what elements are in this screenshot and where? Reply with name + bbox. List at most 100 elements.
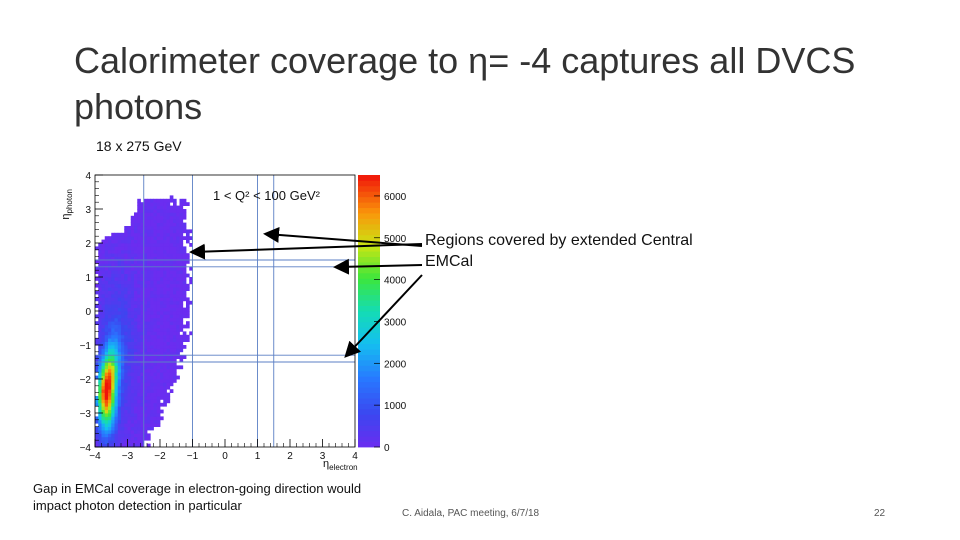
heatmap-cell [150,226,154,230]
heatmap-cell [137,294,141,298]
heatmap-cell [160,314,164,319]
heatmap-cell [150,399,154,404]
heatmap-cell [114,389,119,393]
heatmap-cell [137,338,141,342]
heatmap-cell [114,355,119,359]
heatmap-cell [179,219,184,223]
heatmap-cell [104,239,109,244]
heatmap-cell [101,362,106,366]
heatmap-cell [150,263,154,268]
heatmap-cell [169,215,174,220]
heatmap-cell [111,375,115,380]
heatmap-cell [173,304,177,308]
heatmap-cell [169,348,174,353]
heatmap-cell [147,328,151,332]
heatmap-cell [182,324,187,329]
heatmap-cell [137,287,141,291]
heatmap-cell [98,294,102,298]
heatmap-cell [147,436,151,441]
heatmap-cell [104,375,109,380]
colorbar-segment [358,278,380,285]
heatmap-cell [121,314,125,319]
heatmap-cell [150,266,154,271]
heatmap-cell [111,249,115,254]
heatmap-cell [114,385,119,390]
heatmap-cell [108,396,112,400]
heatmap-cell [121,236,125,240]
heatmap-cell [134,419,138,424]
heatmap-cell [111,290,115,295]
heatmap-cell [137,392,141,397]
heatmap-cell [101,433,106,438]
heatmap-cell [176,321,180,325]
heatmap-cell [140,416,145,421]
heatmap-cell [173,202,177,206]
heatmap-cell [130,440,135,444]
heatmap-cell [150,406,154,410]
heatmap-cell [108,365,112,370]
heatmap-cell [179,202,184,206]
heatmap-cell [163,263,167,268]
heatmap-cell [140,249,145,254]
colorbar-segment [358,321,380,328]
heatmap-cell [114,324,119,329]
heatmap-cell [124,368,128,373]
heatmap-cell [163,273,167,278]
heatmap-cell [176,300,180,305]
heatmap-cell [134,297,138,302]
heatmap-cell [124,372,128,376]
heatmap-cell [130,324,135,329]
heatmap-cell [114,341,119,346]
heatmap-cell [147,385,151,390]
heatmap-cell [137,368,141,373]
heatmap-cell [127,419,132,424]
heatmap-cell [114,273,119,278]
heatmap-cell [150,345,154,349]
heatmap-cell [147,399,151,404]
heatmap-cell [117,239,122,244]
heatmap-cell [130,307,135,312]
heatmap-cell [150,372,154,376]
heatmap-cell [186,273,190,278]
heatmap-cell [124,260,128,264]
heatmap-cell [163,328,167,332]
heatmap-cell [117,334,122,339]
heatmap-cell [137,243,141,247]
heatmap-cell [137,290,141,295]
heatmap-cell [121,358,125,363]
heatmap-cell [143,351,148,356]
heatmap-cell [111,328,115,332]
heatmap-cell [134,300,138,305]
slide-title: Calorimeter coverage to η= -4 captures a… [74,40,856,127]
heatmap-cell [166,280,171,285]
heatmap-cell [150,365,154,370]
heatmap-cell [114,239,119,244]
heatmap-cell [108,379,112,383]
heatmap-cell [98,379,102,383]
heatmap-cell [140,443,145,448]
heatmap-cell [121,351,125,356]
heatmap-cell [140,440,145,444]
colorbar-segment [358,234,380,241]
heatmap-cell [114,365,119,370]
heatmap-cell [111,253,115,257]
heatmap-cell [166,334,171,339]
heatmap-cell [124,385,128,390]
heatmap-cell [114,402,119,407]
heatmap-cell [143,209,148,213]
heatmap-cell [98,304,102,308]
heatmap-cell [153,358,158,363]
heatmap-cell [121,232,125,237]
heatmap-cell [147,249,151,254]
heatmap-cell [124,317,128,322]
heatmap-cell [156,229,161,234]
heatmap-cell [156,382,161,387]
heatmap-cell [137,253,141,257]
heatmap-cell [153,304,158,308]
heatmap-cell [156,328,161,332]
heatmap-cell [114,311,119,315]
heatmap-cell [147,341,151,346]
heatmap-cell [137,375,141,380]
heatmap-cell [108,399,112,404]
heatmap-cell [98,324,102,329]
